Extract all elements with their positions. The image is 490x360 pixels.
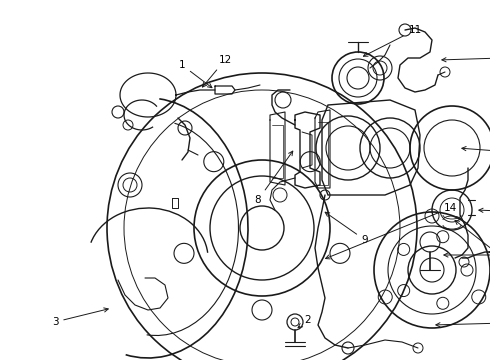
Text: 10: 10 bbox=[479, 208, 490, 220]
Text: 11: 11 bbox=[364, 25, 421, 56]
Text: 15: 15 bbox=[442, 50, 490, 62]
Text: 4: 4 bbox=[455, 220, 490, 315]
Text: 14: 14 bbox=[325, 203, 457, 259]
Text: 5: 5 bbox=[462, 147, 490, 165]
Text: 8: 8 bbox=[255, 151, 293, 205]
Text: 12: 12 bbox=[202, 55, 232, 87]
Text: 2: 2 bbox=[298, 315, 311, 328]
Text: 7: 7 bbox=[444, 250, 490, 260]
Text: 13: 13 bbox=[436, 315, 490, 327]
Text: 3: 3 bbox=[51, 308, 108, 327]
Text: 6: 6 bbox=[489, 250, 490, 260]
Text: 1: 1 bbox=[179, 60, 212, 88]
Text: 9: 9 bbox=[325, 212, 368, 245]
